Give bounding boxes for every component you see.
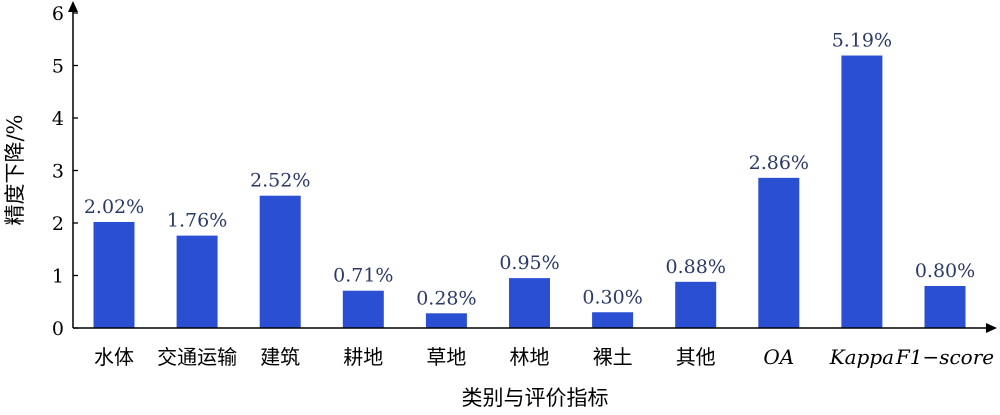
x-tick-label-9: OA [763, 345, 794, 369]
y-tick-label-3: 3 [52, 161, 64, 183]
value-label-5: 0.28% [416, 287, 476, 309]
value-label-4: 0.71% [333, 265, 393, 287]
x-tick-label-7: 裸土 [593, 345, 633, 369]
x-tick-label-2: 交通运输 [157, 345, 237, 369]
value-label-10: 5.19% [832, 30, 892, 52]
y-tick-label-6: 6 [52, 3, 64, 25]
value-label-6: 0.95% [499, 252, 559, 274]
bar-11 [924, 286, 966, 328]
x-tick-label-5: 草地 [426, 345, 466, 369]
y-tick-label-2: 2 [52, 213, 64, 235]
bar-9 [758, 177, 800, 328]
bar-3 [259, 195, 301, 328]
value-label-1: 2.02% [84, 196, 144, 218]
bar-7 [592, 312, 634, 328]
x-tick-label-3: 建筑 [260, 345, 300, 369]
bar-4 [342, 290, 384, 328]
y-tick-label-0: 0 [52, 318, 64, 340]
x-tick-label-6: 林地 [510, 345, 550, 369]
value-label-7: 0.30% [582, 286, 642, 308]
value-label-9: 2.86% [749, 152, 809, 174]
x-axis-title: 类别与评价指标 [462, 386, 609, 410]
x-tick-label-4: 耕地 [343, 345, 383, 369]
bar-2 [176, 235, 218, 328]
x-tick-label-1: 水体 [94, 345, 134, 369]
value-label-8: 0.88% [666, 256, 726, 278]
value-label-2: 1.76% [167, 210, 227, 232]
y-tick-label-1: 1 [52, 266, 64, 288]
x-axis-arrow-icon [986, 323, 997, 333]
y-tick-label-4: 4 [52, 108, 64, 130]
y-axis-title: 精度下降/% [3, 114, 27, 225]
x-tick-label-11: F1−score [895, 345, 994, 369]
bar-10 [841, 55, 883, 329]
bars-layer [93, 55, 966, 329]
y-axis-arrow-icon [68, 1, 78, 12]
x-tick-label-10: Kappa [829, 345, 894, 369]
value-label-11: 0.80% [915, 260, 975, 282]
x-ticks-layer: 水体 交通运输 建筑 耕地 草地 林地 裸土 其他 OA Kappa F1−score [94, 345, 994, 369]
bar-1 [93, 221, 135, 328]
y-ticks-layer: 0 1 2 3 4 5 6 [52, 3, 78, 340]
x-tick-label-8: 其他 [676, 345, 716, 369]
bar-8 [675, 281, 717, 328]
value-labels-layer: 2.02% 1.76% 2.52% 0.71% 0.28% 0.95% 0.30% 0.88%… [84, 30, 975, 310]
y-tick-label-5: 5 [52, 56, 64, 78]
bar-6 [509, 278, 550, 328]
value-label-3: 2.52% [250, 170, 310, 192]
bar-5 [425, 313, 467, 328]
